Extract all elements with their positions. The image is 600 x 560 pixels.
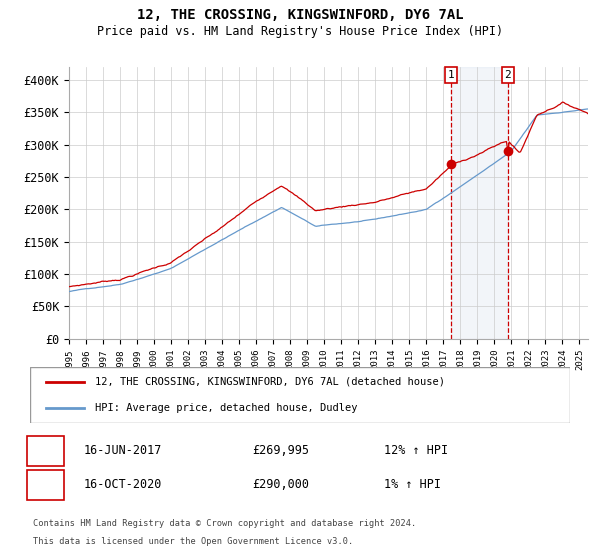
Text: 12, THE CROSSING, KINGSWINFORD, DY6 7AL (detached house): 12, THE CROSSING, KINGSWINFORD, DY6 7AL … — [95, 377, 445, 387]
FancyBboxPatch shape — [27, 436, 64, 466]
Text: 1: 1 — [42, 444, 49, 458]
Bar — [451, 67, 508, 339]
Text: 1% ↑ HPI: 1% ↑ HPI — [384, 478, 441, 491]
Text: 1: 1 — [448, 70, 455, 80]
Text: 12, THE CROSSING, KINGSWINFORD, DY6 7AL: 12, THE CROSSING, KINGSWINFORD, DY6 7AL — [137, 8, 463, 22]
Text: This data is licensed under the Open Government Licence v3.0.: This data is licensed under the Open Gov… — [33, 537, 353, 546]
FancyBboxPatch shape — [27, 470, 64, 500]
Text: 16-OCT-2020: 16-OCT-2020 — [84, 478, 163, 491]
FancyBboxPatch shape — [30, 367, 570, 423]
Text: 2: 2 — [505, 70, 511, 80]
Text: 2: 2 — [42, 478, 49, 491]
Text: 16-JUN-2017: 16-JUN-2017 — [84, 444, 163, 458]
Text: £290,000: £290,000 — [252, 478, 309, 491]
Text: Contains HM Land Registry data © Crown copyright and database right 2024.: Contains HM Land Registry data © Crown c… — [33, 519, 416, 528]
Text: Price paid vs. HM Land Registry's House Price Index (HPI): Price paid vs. HM Land Registry's House … — [97, 25, 503, 38]
Text: HPI: Average price, detached house, Dudley: HPI: Average price, detached house, Dudl… — [95, 403, 358, 413]
Text: 12% ↑ HPI: 12% ↑ HPI — [384, 444, 448, 458]
Text: £269,995: £269,995 — [252, 444, 309, 458]
